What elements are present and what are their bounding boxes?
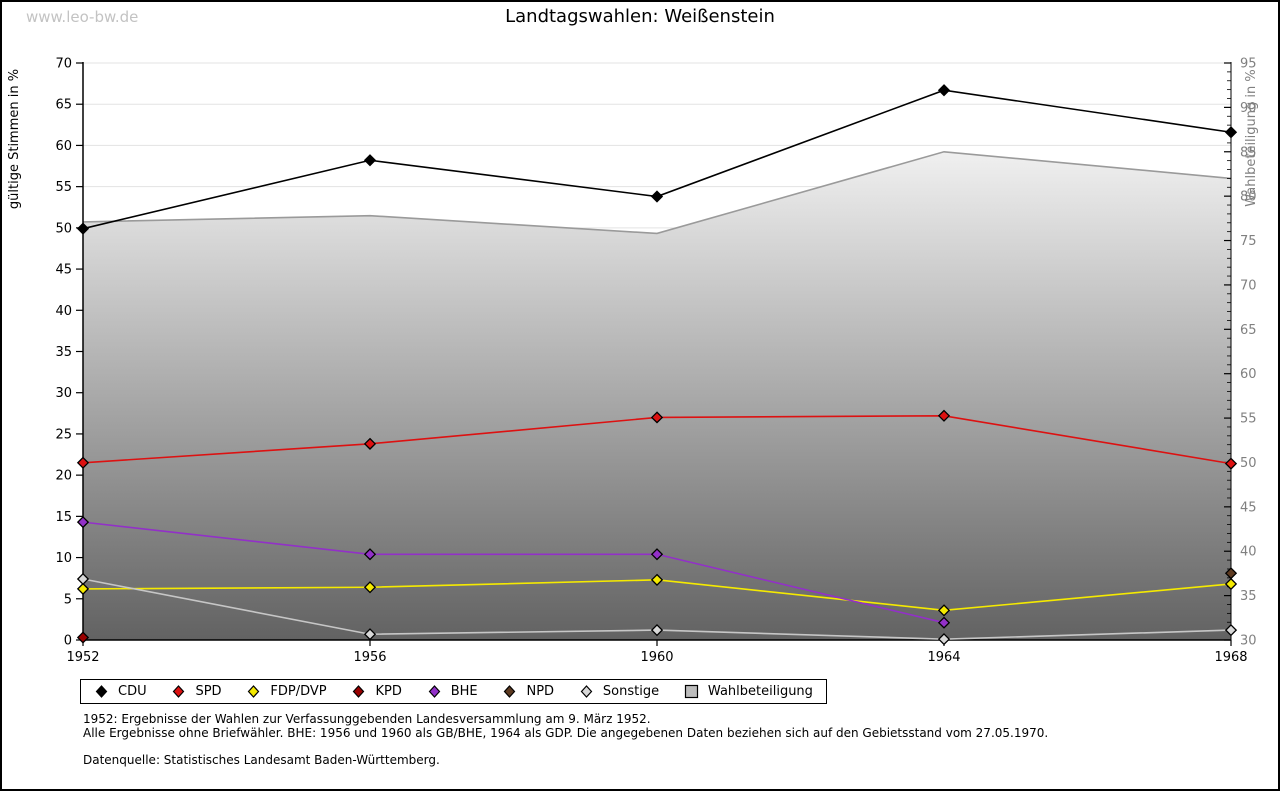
diamond-icon (248, 685, 260, 698)
right-tick-label: 60 (1240, 367, 1257, 382)
data-point-Sonstige-1952 (76, 572, 90, 586)
left-tick-label: 50 (55, 221, 72, 236)
right-tick-label: 45 (1240, 500, 1257, 515)
right-tick-label: 50 (1240, 456, 1257, 471)
legend-label: BHE (450, 684, 478, 699)
left-axis-title: gültige Stimmen in % (7, 69, 22, 209)
x-tick-label: 1964 (927, 650, 960, 665)
data-point-FDP/DVP-1964 (937, 604, 951, 617)
left-tick-label: 55 (55, 180, 72, 195)
data-source-note: Datenquelle: Statistisches Landesamt Bad… (83, 753, 440, 767)
data-point-SPD-1952 (76, 456, 90, 469)
left-tick-label: 20 (55, 469, 72, 484)
data-point-FDP/DVP-1952 (76, 582, 90, 596)
data-point-SPD-1968 (1224, 457, 1238, 470)
diamond-icon (504, 685, 516, 698)
x-tick-label: 1960 (640, 650, 673, 665)
data-point-SPD-1960 (650, 411, 664, 424)
legend-label: CDU (118, 684, 147, 699)
left-tick-label: 70 (55, 57, 72, 72)
diamond-icon (95, 685, 108, 698)
data-point-NPD-1968 (1224, 567, 1238, 580)
right-tick-label: 30 (1240, 634, 1257, 649)
page-title: Landtagswahlen: Weißenstein (505, 6, 775, 27)
chart-legend: CDU SPD FDP/DVP KPD BHE NPD Sonstige Wahlbeteil… (80, 679, 827, 704)
watermark-leo-bw: www.leo-bw.de (26, 8, 139, 26)
data-point-CDU-1956 (363, 154, 377, 167)
right-axis-title: Wahlbeteiligung in % (1244, 69, 1259, 206)
left-tick-label: 45 (55, 263, 72, 278)
data-point-Sonstige-1968 (1224, 623, 1238, 637)
legend-item-sonstige: Sonstige (579, 684, 659, 699)
left-tick-label: 5 (64, 592, 72, 607)
diamond-icon (353, 685, 365, 698)
data-point-CDU-1960 (650, 190, 664, 203)
series-line-BHE (82, 521, 945, 624)
x-tick-label: 1956 (353, 650, 386, 665)
legend-label: KPD (375, 684, 402, 699)
legend-label: Wahlbeteiligung (707, 684, 813, 699)
left-tick-label: 60 (55, 139, 72, 154)
data-point-SPD-1956 (363, 437, 377, 450)
legend-label: FDP/DVP (270, 684, 327, 699)
right-tick-label: 55 (1240, 412, 1257, 427)
left-tick-label: 65 (55, 98, 72, 113)
data-point-FDP/DVP-1956 (363, 581, 377, 594)
data-point-BHE-1960 (650, 548, 664, 561)
left-tick-label: 0 (64, 634, 72, 649)
left-tick-label: 30 (55, 386, 72, 401)
data-point-Sonstige-1964 (937, 633, 951, 646)
turnout-area (83, 151, 1231, 640)
diamond-icon (173, 685, 185, 698)
left-tick-label: 35 (55, 345, 72, 360)
turnout-line (82, 150, 1232, 235)
legend-label: Sonstige (602, 684, 660, 699)
square-icon (684, 684, 699, 699)
right-tick-label: 65 (1240, 323, 1257, 338)
data-point-FDP/DVP-1968 (1224, 577, 1238, 591)
data-point-BHE-1964 (937, 616, 951, 629)
left-tick-label: 25 (55, 427, 72, 442)
legend-item-fdp-dvp: FDP/DVP (246, 684, 327, 699)
footnote-line-2: Alle Ergebnisse ohne Briefwähler. BHE: 1… (83, 725, 1049, 740)
data-point-CDU-1964 (937, 84, 951, 97)
left-tick-label: 40 (55, 304, 72, 319)
right-tick-label: 75 (1240, 234, 1257, 249)
legend-item-wahlbeteiligung: Wahlbeteiligung (684, 684, 813, 699)
data-point-CDU-1952 (76, 222, 90, 235)
right-tick-label: 80 (1240, 190, 1257, 205)
right-tick-label: 40 (1240, 545, 1257, 560)
legend-item-cdu: CDU (94, 684, 147, 699)
data-point-Sonstige-1956 (363, 628, 377, 641)
legend-item-npd: NPD (502, 684, 554, 699)
legend-label: NPD (526, 684, 555, 699)
data-point-Sonstige-1960 (650, 623, 664, 637)
data-point-SPD-1964 (937, 409, 951, 422)
right-tick-label: 35 (1240, 589, 1257, 604)
right-tick-label: 90 (1240, 101, 1257, 116)
data-point-KPD-1952 (76, 631, 90, 644)
chart-canvas: 0 5 10 15 20 25 30 35 40 45 50 55 60 65 70 30 35 40 45 50 55… (7, 57, 1259, 666)
footnote-line-1: 1952: Ergebnisse der Wahlen zur Verfassu… (83, 712, 651, 726)
data-point-CDU-1968 (1224, 126, 1238, 139)
data-point-BHE-1956 (363, 548, 377, 561)
data-point-BHE-1952 (76, 516, 90, 529)
data-point-FDP/DVP-1960 (650, 573, 664, 586)
x-tick-label: 1952 (66, 650, 99, 665)
legend-item-kpd: KPD (351, 684, 402, 699)
legend-label: SPD (195, 684, 222, 699)
footnote-text: 1952: Ergebnisse der Wahlen zur Verfassu… (83, 712, 1049, 740)
left-tick-label: 15 (55, 510, 72, 525)
x-tick-label: 1968 (1214, 650, 1247, 665)
diamond-icon (580, 685, 593, 698)
legend-item-bhe: BHE (427, 684, 478, 699)
left-tick-label: 10 (55, 551, 72, 566)
diamond-icon (428, 685, 441, 698)
legend-item-spd: SPD (171, 684, 222, 699)
right-tick-label: 70 (1240, 278, 1257, 293)
right-tick-label: 85 (1240, 145, 1257, 160)
right-tick-label: 95 (1240, 57, 1257, 72)
